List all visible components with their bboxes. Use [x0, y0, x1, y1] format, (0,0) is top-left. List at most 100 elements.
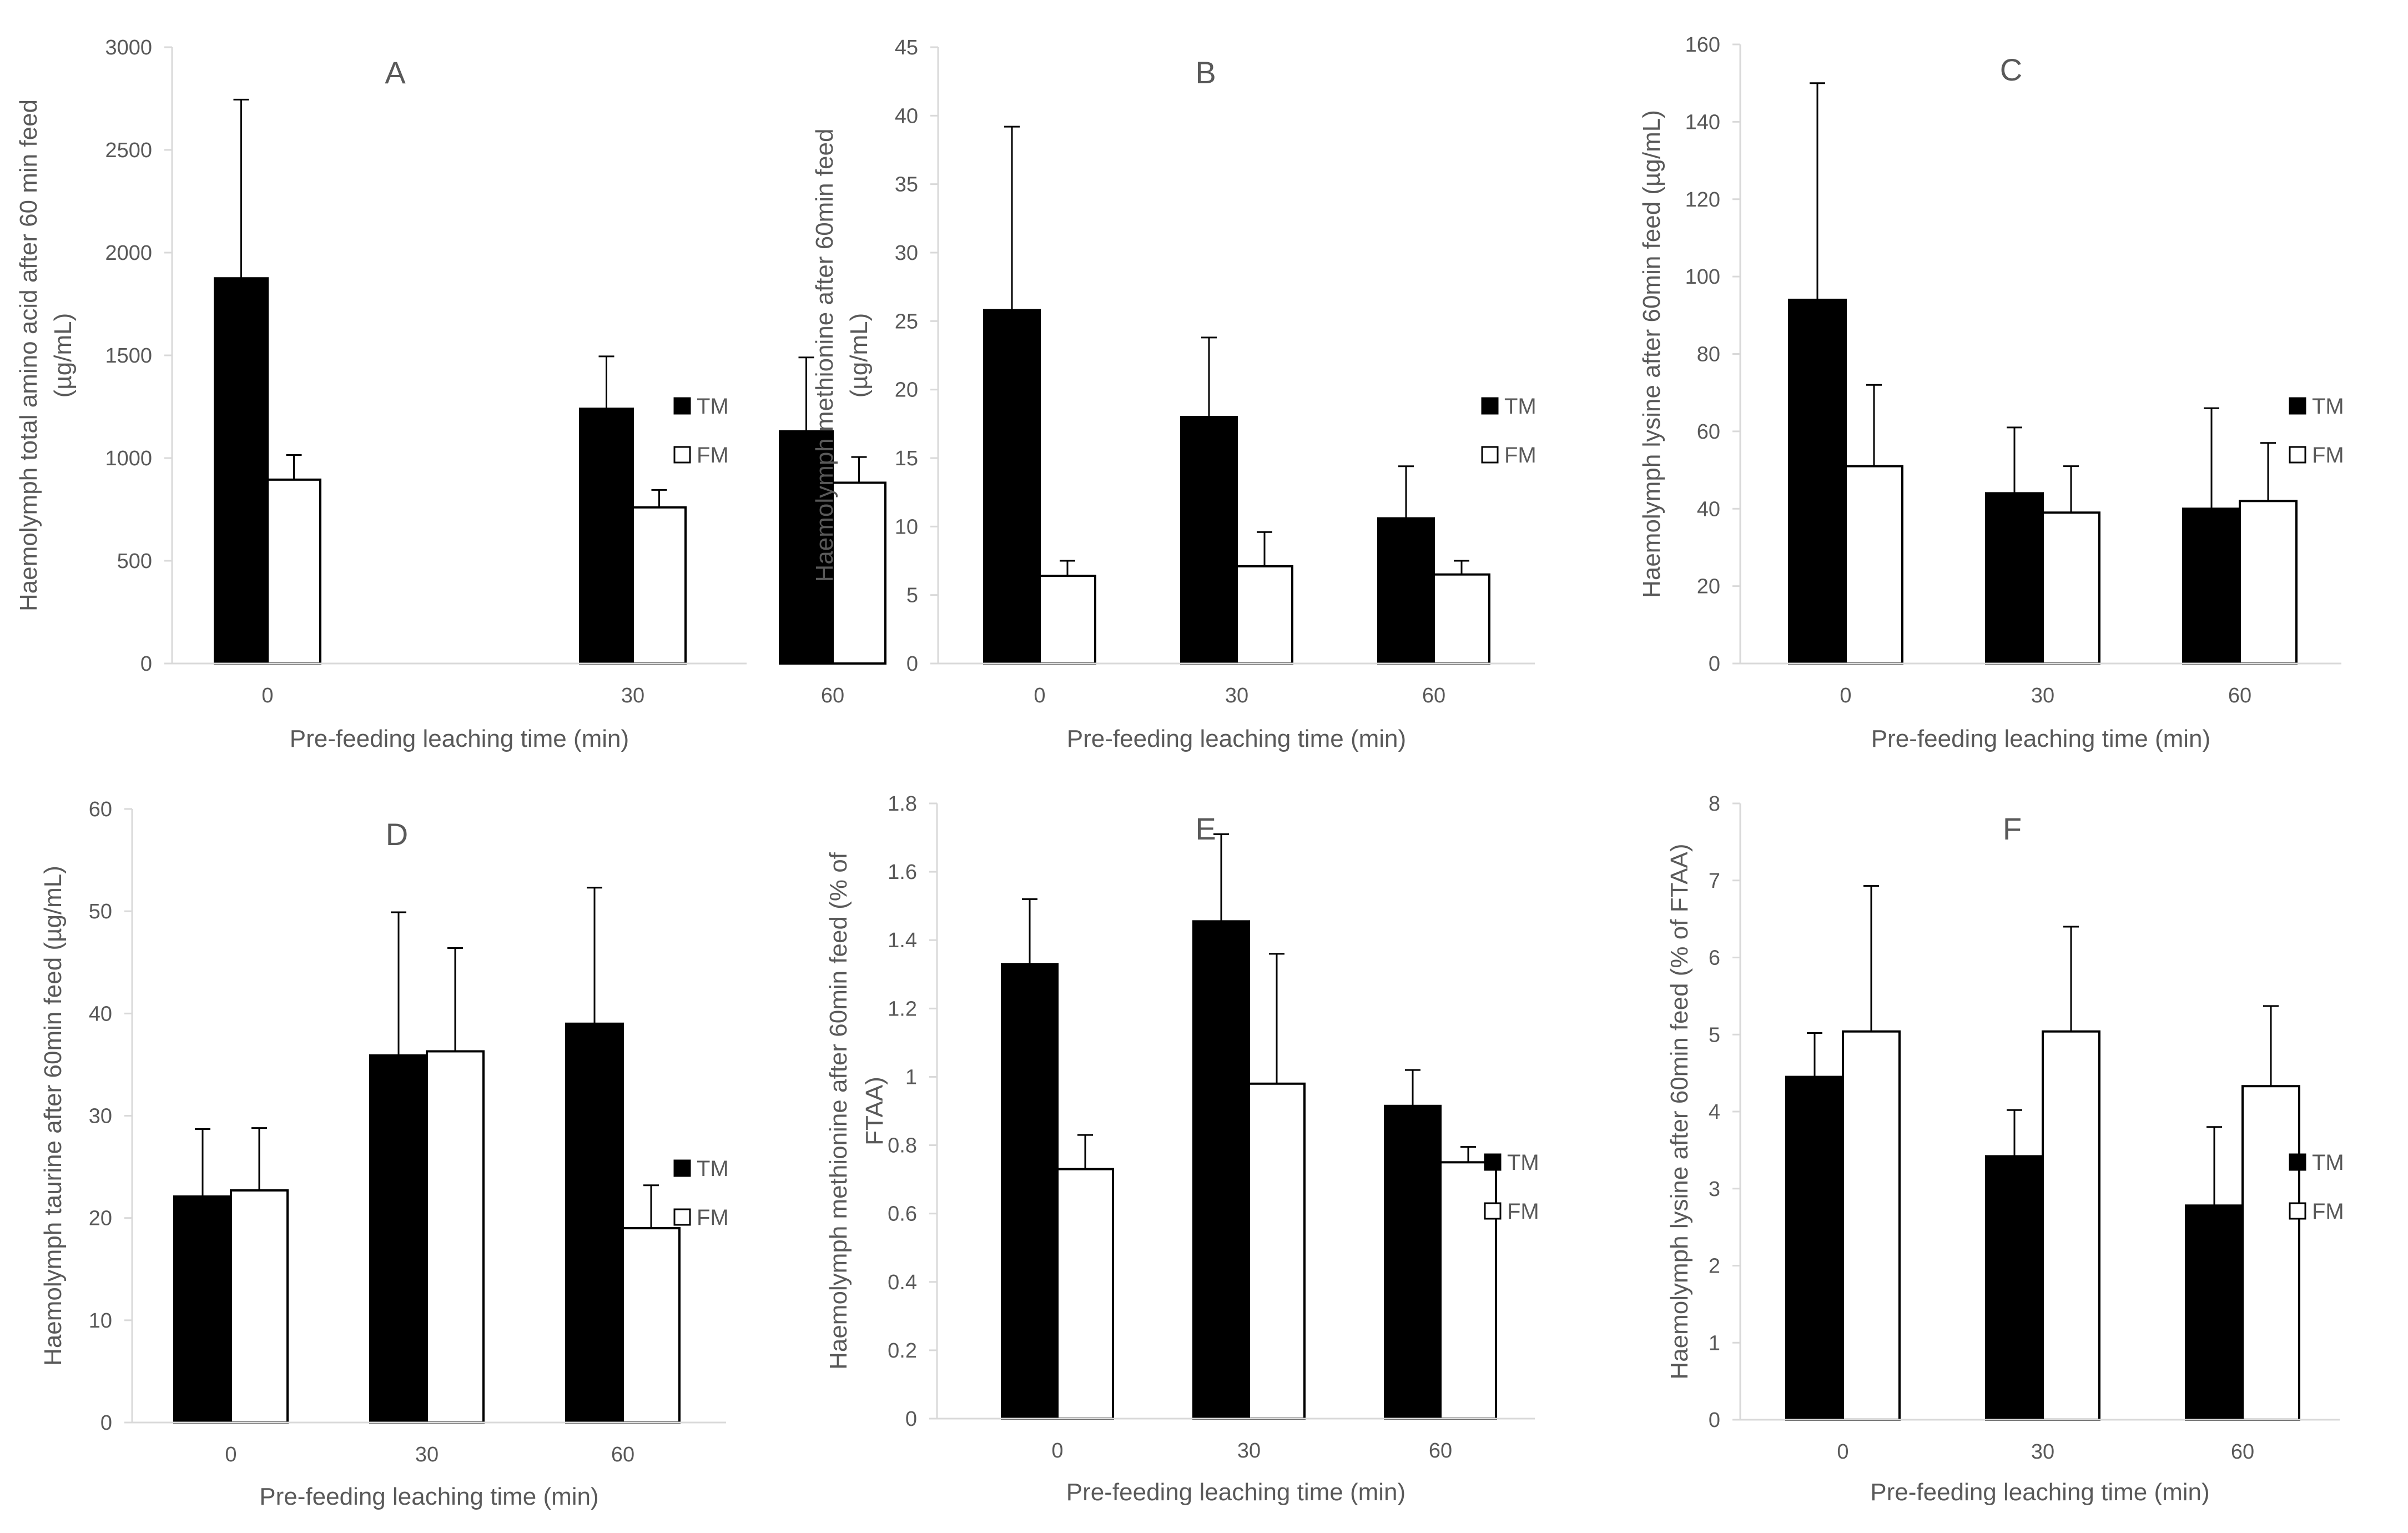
bar-fm-30 [2042, 1030, 2100, 1421]
chart-panel-b: 0 5 10 15 20 25 30 35 40 45 0 30 60 Pre-feeding leach… [811, 36, 1537, 752]
bar-tm-0 [1001, 963, 1059, 1420]
legend-swatch-fm [1484, 1202, 1502, 1220]
x-tick-label: 0 [1034, 684, 1045, 707]
bar-tm-60 [2182, 507, 2241, 665]
legend-swatch-tm [673, 397, 691, 415]
legend-label-fm: FM [697, 443, 729, 468]
y-tick-label: 15 [895, 447, 918, 470]
y-tick-label: 0 [140, 652, 152, 676]
y-tick-label: 20 [1697, 575, 1720, 599]
y-tick-label: 0.4 [888, 1271, 917, 1294]
y-axis-title: Haemolymph methionine after 60min feed [811, 129, 838, 582]
x-tick-label: 30 [2031, 684, 2054, 707]
bar-fm-0 [230, 1189, 289, 1424]
x-tick-label: 60 [1422, 684, 1445, 707]
x-tick-label: 60 [1429, 1439, 1452, 1462]
x-tick-label: 30 [1225, 684, 1248, 707]
bar-tm-30 [579, 408, 634, 665]
bar-fm-60 [2239, 500, 2298, 665]
y-tick-label: 30 [895, 242, 918, 265]
y-tick-label: 0.8 [888, 1134, 917, 1158]
bar-fm-60 [1433, 573, 1490, 665]
y-tick-label: 35 [895, 173, 918, 197]
bar-tm-30 [1985, 1155, 2044, 1421]
panel-letter: F [2003, 811, 2022, 846]
y-tick-label: 3 [1709, 1178, 1720, 1201]
y-tick-label: 2500 [105, 139, 152, 162]
x-tick-label: 0 [261, 684, 273, 707]
panel-letter: D [386, 817, 408, 852]
bar-tm-30 [1985, 492, 2044, 665]
y-tick-label: 1.8 [888, 792, 917, 816]
legend-swatch-tm [673, 1159, 691, 1177]
bar-fm-30 [2042, 511, 2100, 665]
y-tick-label: 140 [1685, 110, 1720, 134]
legend-label-tm: TM [1504, 394, 1537, 419]
legend-label-tm: TM [1507, 1150, 1539, 1175]
legend-label-tm: TM [2312, 1150, 2344, 1175]
y-tick-label: 1 [1709, 1331, 1720, 1355]
bar-fm-60 [1439, 1161, 1497, 1420]
bar-fm-30 [1248, 1082, 1306, 1420]
y-tick-label: 1.4 [888, 929, 917, 952]
y-axis-title: Haemolymph lysine after 60min feed (% of… [1666, 843, 1693, 1379]
y-tick-label: 6 [1709, 947, 1720, 970]
panel-letter: E [1195, 811, 1216, 846]
x-tick-label: 60 [2231, 1440, 2254, 1464]
x-tick-label: 30 [621, 684, 644, 707]
x-axis-title: Pre-feeding leaching time (min) [1066, 1479, 1405, 1506]
bar-fm-0 [1845, 465, 1903, 665]
y-tick-label: 0 [905, 1408, 917, 1431]
chart-panel-d: 0 10 20 30 40 50 60 0 30 60 Pre-feeding leaching t… [39, 798, 729, 1510]
bar-fm-0 [1039, 575, 1096, 665]
y-axis-title: Haemolymph total amino acid after 60 min… [15, 99, 42, 611]
bar-tm-0 [983, 309, 1041, 665]
y-axis-title: (µg/mL) [49, 313, 77, 398]
legend-swatch-tm [2289, 397, 2306, 415]
y-axis-title: Haemolymph methionine after 60min feed (… [825, 852, 852, 1370]
x-tick-label: 0 [1051, 1439, 1063, 1462]
x-tick-label: 0 [225, 1443, 236, 1466]
panel-letter: A [385, 55, 406, 90]
x-tick-label: 0 [1837, 1440, 1848, 1464]
bar-tm-30 [1180, 416, 1238, 665]
bar-tm-0 [214, 277, 269, 665]
y-axis-title: (µg/mL) [845, 313, 873, 398]
bar-tm-30 [369, 1054, 428, 1424]
chart-panel-c: 0 20 40 60 80 100 120 140 160 0 30 60 Pre-feeding le… [1638, 33, 2344, 752]
y-tick-label: 1.6 [888, 861, 917, 884]
bar-tm-0 [1788, 298, 1847, 665]
y-tick-label: 0 [100, 1411, 112, 1435]
legend-swatch-tm [1481, 397, 1499, 415]
bar-tm-60 [779, 430, 834, 665]
chart-panel-f: 0 1 2 3 4 5 6 7 8 0 30 60 Pre-feeding leaching time … [1666, 792, 2344, 1506]
y-tick-label: 40 [895, 104, 918, 128]
y-tick-label: 3000 [105, 36, 152, 59]
x-axis-title: Pre-feeding leaching time (min) [1870, 1479, 2209, 1506]
legend-swatch-tm [1484, 1153, 1502, 1171]
legend-swatch-fm [673, 1208, 691, 1226]
panel-letter: C [2000, 52, 2022, 87]
x-axis-title: Pre-feeding leaching time (min) [1067, 725, 1406, 752]
legend-label-fm: FM [1507, 1199, 1539, 1224]
y-tick-label: 5 [906, 584, 918, 607]
y-tick-label: 20 [895, 379, 918, 402]
x-tick-label: 60 [821, 684, 844, 707]
y-tick-label: 40 [89, 1002, 112, 1026]
y-tick-label: 45 [895, 36, 918, 59]
y-tick-label: 30 [89, 1105, 112, 1128]
y-axis-title: FTAA) [861, 1077, 888, 1145]
y-tick-label: 1500 [105, 344, 152, 368]
x-tick-label: 60 [611, 1443, 634, 1466]
legend-label-tm: TM [697, 394, 729, 419]
y-tick-label: 60 [89, 798, 112, 821]
bar-tm-60 [2185, 1204, 2244, 1421]
y-tick-label: 0.6 [888, 1203, 917, 1226]
x-tick-label: 30 [2031, 1440, 2054, 1464]
legend-label-fm: FM [1504, 443, 1537, 468]
bar-fm-0 [1056, 1168, 1114, 1420]
bar-fm-60 [832, 481, 886, 665]
y-tick-label: 25 [895, 310, 918, 333]
legend-label-fm: FM [2312, 1199, 2344, 1224]
